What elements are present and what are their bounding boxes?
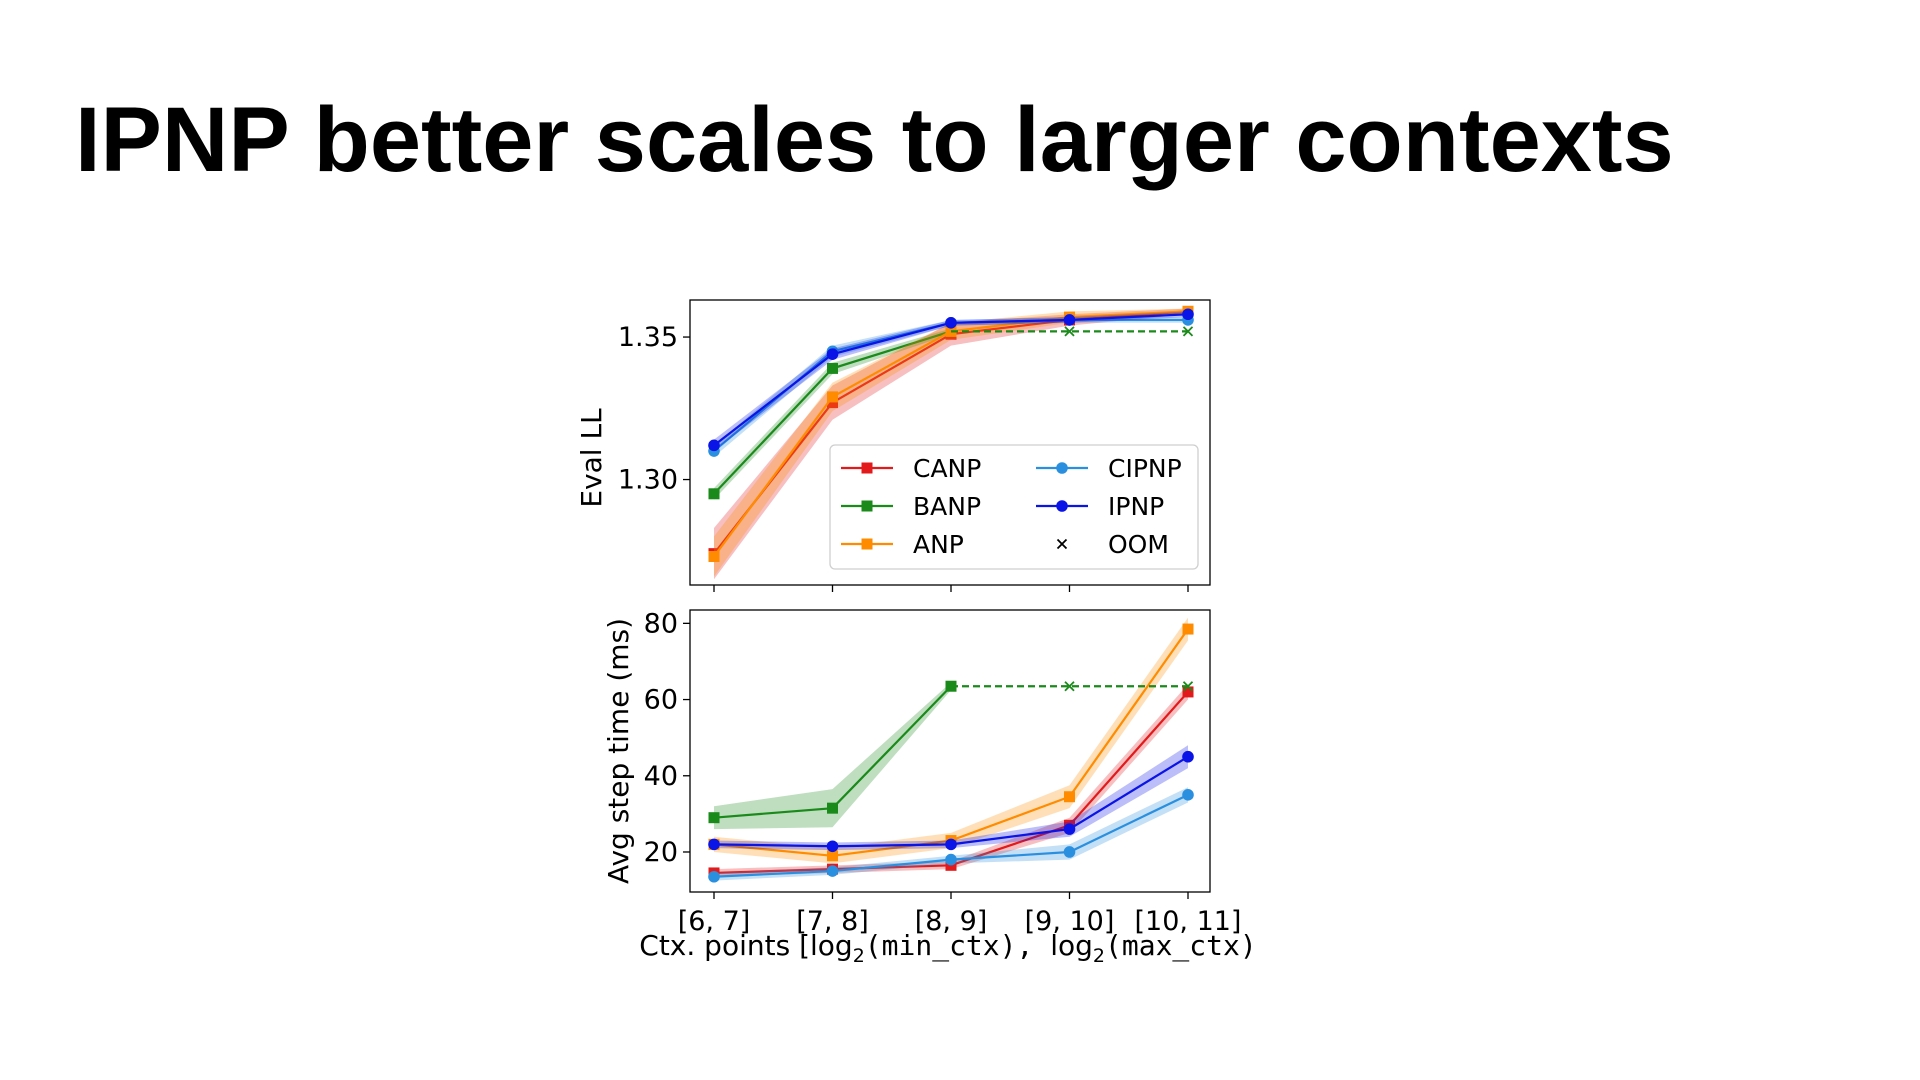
legend-cipnp-label: CIPNP <box>1108 454 1182 483</box>
step-time-ylabel: Avg step time (ms) <box>602 618 635 884</box>
step-time-cipnp-point <box>1063 846 1076 858</box>
xtick-label: [7, 8] <box>796 906 869 937</box>
step-time-ytick-label: 60 <box>644 685 678 716</box>
legend-anp-label: ANP <box>913 530 964 559</box>
step-time-ipnp-point <box>1063 823 1076 835</box>
xtick-label: [9, 10] <box>1025 906 1115 937</box>
eval-ll-ytick-label: 1.30 <box>618 465 678 496</box>
step-time-banp-point <box>827 802 838 814</box>
step-time-panel: 20 40 60 80 [6, 7] [7, 8] [8, 9] [9, 10] [10, 11… <box>602 608 1257 967</box>
step-time-ytick-label: 80 <box>644 608 678 639</box>
eval-ll-banp-point <box>708 488 720 500</box>
step-time-ytick-label: 40 <box>644 761 678 792</box>
eval-ll-ipnp-point <box>1063 314 1076 326</box>
eval-ll-ipnp-point <box>945 317 957 329</box>
step-time-cipnp-point <box>1182 789 1194 801</box>
eval-ll-panel: 1.30 1.35 Eval LL CANP BANP ANP CIPNP IPNP OOM <box>575 299 1211 592</box>
eval-ll-canp-point <box>827 397 838 409</box>
eval-ll-oom-point <box>1064 326 1075 337</box>
legend: CANP BANP ANP CIPNP IPNP OOM <box>829 444 1199 570</box>
eval-ll-anp-band <box>714 308 1188 577</box>
step-time-banp-band <box>714 682 951 830</box>
legend-ipnp-label: IPNP <box>1108 492 1164 521</box>
eval-ll-ylabel: Eval LL <box>575 408 608 508</box>
xtick-label: [6, 7] <box>678 906 751 937</box>
legend-banp-marker <box>861 500 873 512</box>
legend-anp-marker <box>861 538 873 550</box>
step-time-oom-point <box>1064 681 1075 692</box>
legend-ipnp-marker <box>1056 500 1068 512</box>
step-time-ytick-label: 20 <box>644 837 678 868</box>
eval-ll-ipnp-point <box>708 439 720 452</box>
eval-ll-ytick-label: 1.35 <box>618 322 678 353</box>
step-time-cipnp-point <box>826 865 839 877</box>
legend-oom-marker <box>1056 538 1068 550</box>
step-time-anp-point <box>1182 623 1194 635</box>
legend-canp-label: CANP <box>913 454 981 483</box>
step-time-ipnp-point <box>945 838 957 851</box>
legend-canp-marker <box>861 462 873 474</box>
step-time-cipnp-point <box>708 870 720 883</box>
xtick-label: [8, 9] <box>915 906 988 937</box>
step-time-cipnp-point <box>945 853 957 866</box>
eval-ll-axes-frame <box>689 299 1211 586</box>
eval-ll-anp-point <box>827 391 838 403</box>
legend-cipnp-marker <box>1056 462 1068 474</box>
step-time-ipnp-point <box>708 838 720 851</box>
eval-ll-oom-point <box>1182 326 1194 337</box>
xtick-label: [10, 11] <box>1135 906 1242 937</box>
step-time-anp-point <box>1064 791 1075 803</box>
eval-ll-banp-point <box>827 362 838 374</box>
step-time-canp-point <box>1182 686 1194 698</box>
eval-ll-banp-band <box>714 328 951 500</box>
step-time-axes-frame <box>689 609 1211 893</box>
step-time-ipnp-point <box>826 840 839 853</box>
step-time-anp-point <box>827 850 838 862</box>
xaxis-label: Ctx. points [log2(min_ctx), log2(max_ctx… <box>639 929 1256 967</box>
eval-ll-ipnp-point <box>1182 308 1194 321</box>
legend-banp-label: BANP <box>913 492 981 521</box>
eval-ll-ipnp-point <box>826 348 839 360</box>
legend-box <box>829 444 1199 570</box>
step-time-oom-point <box>1182 681 1194 692</box>
step-time-ipnp-point <box>1182 750 1194 763</box>
step-time-banp-point <box>708 812 720 824</box>
eval-ll-anp-point <box>708 551 720 562</box>
legend-oom-label: OOM <box>1108 530 1169 559</box>
eval-ll-canp-band <box>714 308 1188 580</box>
slide-title: IPNP better scales to larger contexts <box>75 89 1674 191</box>
